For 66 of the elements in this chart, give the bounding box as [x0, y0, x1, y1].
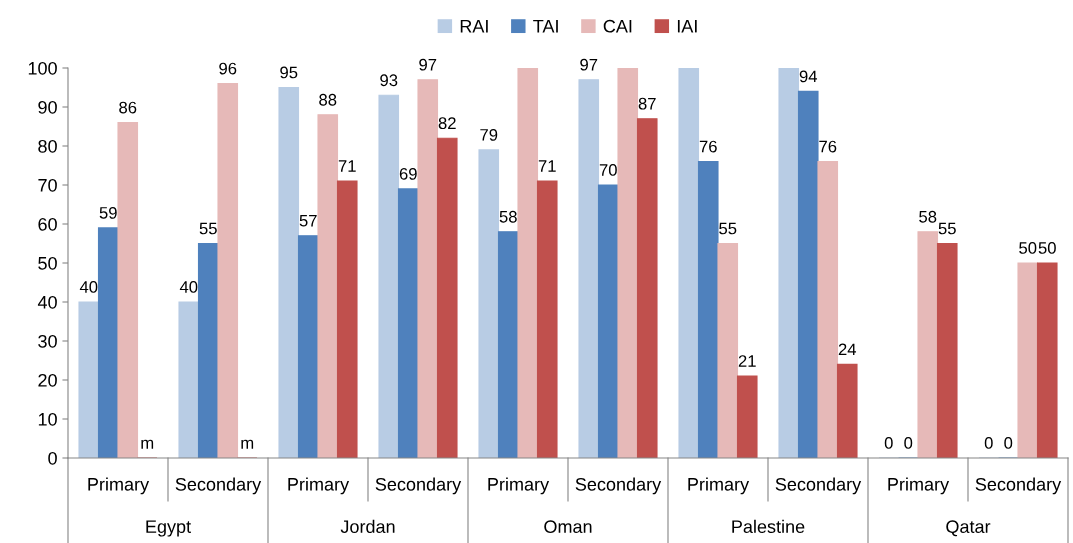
data-label: 58 [919, 210, 937, 223]
data-label: 95 [280, 66, 298, 79]
data-label: 24 [838, 343, 857, 356]
data-label: 97 [419, 58, 437, 71]
data-label: 86 [119, 101, 137, 114]
y-tick-label: 60 [38, 217, 57, 231]
y-tick-label: 30 [38, 334, 57, 348]
data-label: 55 [938, 222, 956, 235]
data-label: 40 [79, 281, 98, 293]
y-tick-label: 90 [38, 100, 57, 114]
data-label: 58 [499, 210, 517, 223]
data-label: 57 [299, 214, 317, 227]
data-label: 79 [480, 128, 498, 141]
text: Egypt [146, 520, 191, 537]
data-label: 0 [904, 437, 913, 449]
data-label: 50 [1019, 242, 1037, 254]
data-label: 76 [699, 140, 717, 153]
x-tick-label: Secondary [175, 477, 262, 495]
text: Oman [544, 520, 592, 534]
y-tick-label: 80 [38, 139, 57, 153]
x-tick-label: Primary [488, 477, 550, 495]
x-tick-label: Secondary [575, 477, 662, 495]
data-label: 69 [399, 167, 417, 180]
legend-label: CAI [603, 19, 632, 33]
data-label: 71 [538, 160, 556, 172]
data-label: 87 [638, 97, 656, 110]
legend-label: RAI [460, 19, 488, 33]
x-tick-label: Secondary [975, 477, 1062, 495]
y-tick-label: 40 [37, 295, 57, 309]
data-label: 93 [380, 74, 398, 87]
data-label: 0 [1004, 437, 1013, 449]
data-label: 82 [438, 117, 456, 130]
data-label: 88 [319, 93, 337, 106]
data-label: 94 [799, 70, 818, 83]
data-label: 76 [819, 140, 837, 153]
text: Palestine [732, 519, 805, 534]
x-tick-label: Primary [688, 477, 750, 495]
data-label: 50 [1038, 242, 1056, 254]
text: Qatar [946, 520, 991, 537]
data-label: 0 [984, 437, 993, 449]
y-tick-label: 100 [28, 61, 57, 75]
data-label: 40 [179, 281, 198, 293]
x-tick-label: Primary [88, 477, 150, 495]
y-tick-label: 50 [38, 256, 57, 270]
y-tick-label: 20 [38, 373, 57, 387]
data-label: 97 [580, 58, 598, 71]
x-tick-label: Secondary [375, 477, 462, 495]
data-label: 70 [599, 164, 617, 176]
text: Jordan [340, 519, 395, 534]
x-tick-label: Secondary [775, 477, 862, 495]
text: m [141, 439, 154, 449]
x-tick-label: Primary [888, 477, 950, 495]
y-tick-label: 70 [38, 178, 57, 192]
data-label: 59 [99, 206, 117, 219]
data-label: 55 [199, 222, 217, 235]
y-tick-label: 10 [38, 412, 57, 426]
text: m [241, 439, 254, 449]
data-label: 21 [738, 355, 756, 367]
data-label: 96 [219, 62, 237, 75]
data-label: 55 [719, 222, 737, 235]
y-tick-label: 0 [48, 451, 57, 465]
legend-label: TAI [533, 19, 558, 33]
data-label: 0 [884, 437, 893, 449]
data-label: 71 [338, 160, 356, 172]
legend-label: IAI [677, 19, 697, 33]
x-tick-label: Primary [288, 477, 350, 495]
